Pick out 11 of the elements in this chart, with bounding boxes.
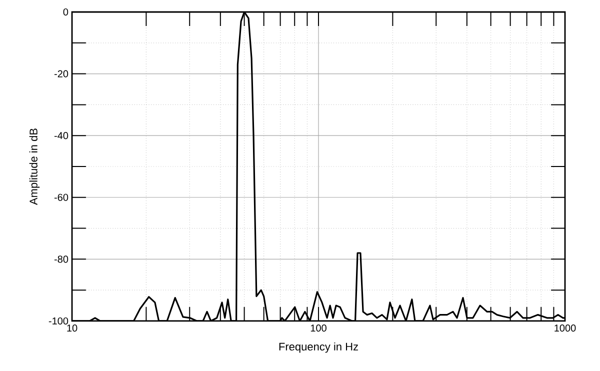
y-tick-label: -60 — [54, 194, 68, 201]
x-tick-label: 1000 — [554, 324, 576, 332]
y-tick-label: -100 — [48, 317, 68, 325]
x-tick-label: 10 — [67, 324, 78, 332]
y-tick-label: 0 — [63, 8, 68, 16]
x-tick-label: 100 — [310, 324, 326, 332]
y-axis-title: Amplitude in dB — [29, 128, 40, 205]
y-tick-label: -40 — [54, 132, 68, 140]
y-tick-label: -20 — [54, 70, 68, 78]
y-tick-label: -80 — [54, 256, 68, 263]
x-axis-title: Frequency in Hz — [279, 342, 358, 353]
